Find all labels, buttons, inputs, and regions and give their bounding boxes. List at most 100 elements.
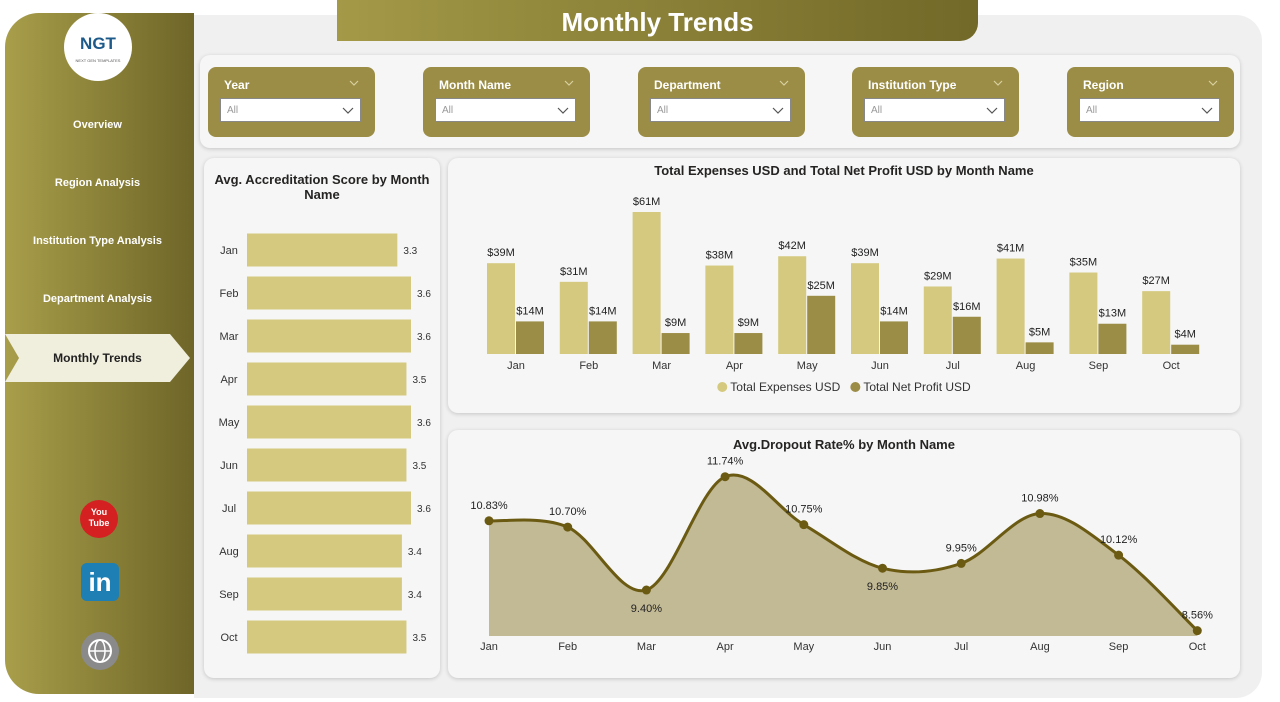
data-label: 9.95%	[946, 542, 977, 554]
data-label: $41M	[997, 243, 1025, 255]
data-label: 10.75%	[785, 504, 823, 516]
chart: Jan $39M $14M Feb $31M $14M Mar $61M $9M Apr $38M $…	[487, 196, 1200, 394]
data-label: $39M	[487, 247, 515, 259]
nav-item[interactable]: Monthly Trends	[53, 351, 142, 365]
chevron-shape	[779, 80, 789, 86]
chart: Jan 10.83% Feb 10.70% Mar 9.40% Apr 11.74% May 10…	[470, 456, 1213, 653]
x-tick-label: Jan	[507, 360, 525, 372]
chevron-shape	[986, 107, 998, 114]
filter-label: Institution Type	[868, 78, 957, 92]
y-tick-label: Jun	[220, 460, 238, 472]
legend-marker	[717, 382, 728, 392]
bar	[588, 321, 617, 354]
x-tick-label: Feb	[558, 641, 577, 653]
x-tick-label: Oct	[1189, 641, 1206, 653]
data-label: $13M	[1099, 308, 1127, 320]
x-tick-label: Jul	[954, 641, 968, 653]
data-label: $4M	[1174, 329, 1195, 341]
chart-card: Avg. Accreditation Score by Month Name J…	[204, 158, 440, 678]
dropdown[interactable]: All	[1079, 98, 1220, 122]
point	[878, 563, 887, 573]
youtube-text: Tube	[89, 518, 110, 528]
chart-title: Total Expenses USD and Total Net Profit …	[654, 163, 1034, 178]
bar	[705, 265, 734, 354]
point	[563, 522, 573, 532]
logo[interactable]	[64, 13, 132, 81]
bar	[1069, 272, 1098, 354]
data-label: 3.6	[417, 504, 431, 515]
filter: Region All	[1067, 67, 1234, 137]
page-title: Monthly Trends	[337, 0, 978, 41]
data-label: $27M	[1142, 275, 1170, 287]
chart-card: Avg.Dropout Rate% by Month Name Jan 10.83…	[448, 430, 1240, 678]
youtube-icon[interactable]	[80, 500, 118, 538]
y-tick-label: Jul	[222, 503, 236, 515]
chevron	[557, 107, 569, 114]
y-tick-label: Sep	[219, 589, 239, 601]
data-label: $35M	[1070, 257, 1098, 269]
dropdown[interactable]: All	[435, 98, 576, 122]
bar	[559, 281, 588, 354]
data-label: 3.5	[412, 461, 426, 472]
chevron-shape	[1201, 107, 1213, 114]
data-label: $39M	[851, 247, 879, 259]
bar	[851, 263, 879, 354]
bar	[247, 233, 398, 267]
dropdown[interactable]: All	[220, 98, 361, 122]
bar	[247, 577, 402, 611]
x-tick-label: Apr	[717, 641, 734, 653]
chevron	[779, 80, 789, 86]
nav-item[interactable]: Region Analysis	[54, 177, 141, 189]
dropdown[interactable]: All	[864, 98, 1005, 122]
bar	[807, 295, 836, 354]
bar	[247, 405, 411, 439]
data-label: 3.5	[412, 375, 426, 386]
data-label: 10.12%	[1100, 534, 1138, 546]
dropdown[interactable]: All	[650, 98, 791, 122]
point	[1114, 550, 1124, 560]
x-tick-label: Jul	[946, 360, 960, 372]
nav-item[interactable]: Department Analysis	[42, 293, 153, 305]
filter: Institution Type All	[852, 67, 1019, 137]
data-label: $5M	[1029, 326, 1050, 338]
chevron-shape	[342, 107, 354, 114]
chevron-shape	[772, 107, 784, 114]
x-tick-label: Feb	[579, 360, 598, 372]
linkedin-icon[interactable]	[81, 563, 119, 601]
data-label: 3.6	[417, 289, 431, 300]
chevron	[1201, 107, 1213, 114]
bar	[923, 286, 952, 354]
y-tick-label: Oct	[220, 632, 237, 644]
data-label: 8.56%	[1182, 610, 1213, 622]
data-label: $14M	[589, 305, 617, 317]
point	[484, 516, 494, 526]
chevron	[564, 80, 574, 86]
bar	[247, 362, 407, 396]
x-tick-label: Apr	[726, 360, 743, 372]
y-tick-label: Apr	[220, 374, 237, 386]
logo-text: NGT	[80, 34, 117, 53]
nav-item[interactable]: Overview	[73, 119, 122, 131]
x-tick-label: Jun	[871, 360, 889, 372]
nav-item[interactable]: Institution Type Analysis	[33, 235, 162, 247]
legend-label: Total Net Profit USD	[863, 380, 971, 394]
chart-title: Avg. Accreditation Score by Month Name	[214, 172, 430, 202]
bar	[734, 333, 763, 354]
x-tick-label: Jun	[874, 641, 892, 653]
logo-subtitle: NEXT GEN TEMPLATES	[76, 58, 121, 63]
filter-label: Region	[1083, 78, 1124, 92]
data-label: 9.40%	[631, 603, 662, 615]
bar	[247, 620, 407, 654]
y-tick-label: Mar	[220, 331, 239, 343]
point	[1035, 509, 1045, 519]
filter: Month Name All	[423, 67, 590, 137]
filter: Department All	[638, 67, 805, 137]
chevron	[1208, 80, 1218, 86]
legend-label: Total Expenses USD	[730, 380, 840, 394]
data-label: $61M	[633, 196, 661, 208]
y-tick-label: Aug	[219, 546, 239, 558]
dropdown-value: All	[442, 105, 454, 116]
chevron	[993, 80, 1003, 86]
chart: Jan 3.3 Feb 3.6 Mar 3.6 Apr 3.5 May 3.6 Jun 3.5 Jul 3…	[219, 233, 431, 654]
dropdown-value: All	[1086, 105, 1098, 116]
